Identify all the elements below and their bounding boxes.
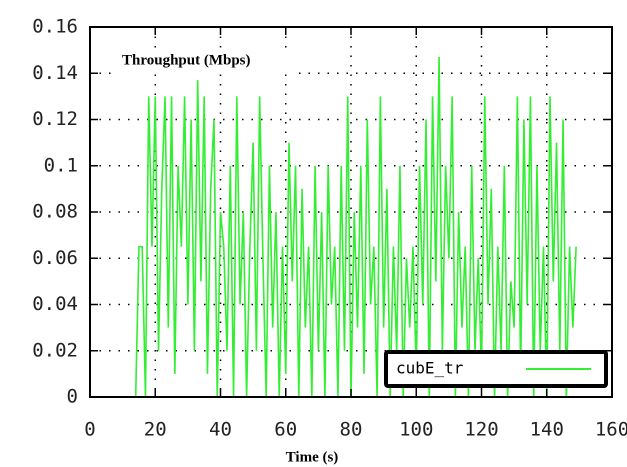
x-tick-label: 60 [274,419,297,441]
title-background [114,48,294,74]
y-tick-label: 0.02 [32,339,78,361]
y-tick-label: 0.06 [32,247,78,269]
y-tick-label: 0 [67,386,78,408]
plot-area [134,57,577,398]
x-tick-label: 0 [84,419,95,441]
x-axis-label: Time (s) [286,449,339,465]
x-tick-label: 80 [340,419,363,441]
x-tick-label: 160 [595,419,627,441]
chart-title: Throughput (Mbps) [122,52,251,68]
x-tick-label: 120 [464,419,498,441]
x-tick-label: 20 [144,419,167,441]
legend-label: cubE_tr [396,359,464,378]
legend-box [384,350,608,388]
y-tick-label: 0.1 [44,154,78,176]
y-tick-label: 0.14 [32,62,78,84]
y-tick-label: 0.16 [32,16,78,38]
x-tick-label: 140 [530,419,564,441]
y-tick-label: 0.08 [32,201,78,223]
x-tick-label: 100 [399,419,433,441]
y-tick-label: 0.04 [32,293,78,315]
y-tick-label: 0.12 [32,108,78,130]
x-tick-label: 40 [209,419,232,441]
plot-frame [89,26,613,398]
legend: cubE_tr [384,350,608,388]
data-line [134,57,577,398]
